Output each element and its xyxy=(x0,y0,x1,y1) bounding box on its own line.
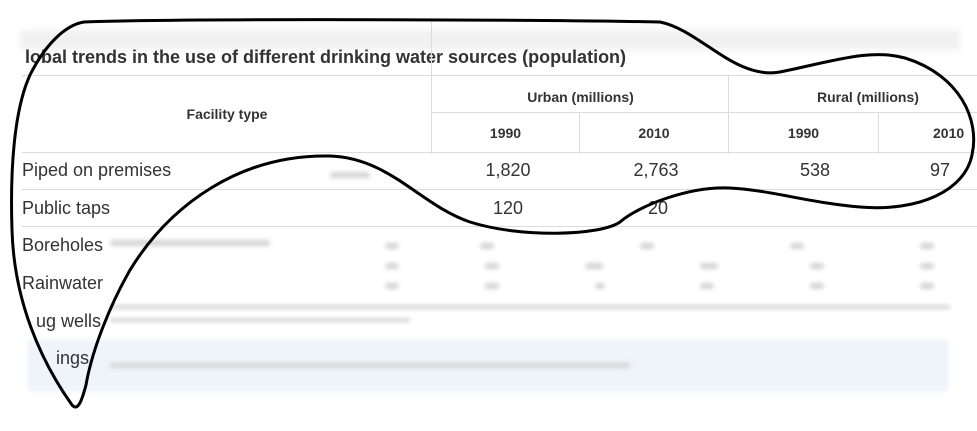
row-label-public-taps: Public taps xyxy=(22,198,111,218)
blurred-text-line xyxy=(110,305,950,309)
blurred-cell xyxy=(700,283,714,289)
blurred-cell xyxy=(585,263,603,269)
blurred-caption-line xyxy=(110,363,630,368)
blurred-cell xyxy=(385,283,399,289)
blurred-cell xyxy=(595,283,605,289)
header-bottom-rule xyxy=(22,152,977,153)
blurred-cell xyxy=(920,263,934,269)
blurred-cell xyxy=(810,263,824,269)
row-label-piped: Piped on premises xyxy=(22,160,172,180)
row-rule xyxy=(22,226,977,227)
col-rule xyxy=(728,75,729,154)
blurred-cell xyxy=(920,283,934,289)
blurred-text-line xyxy=(110,240,270,246)
year-header: 1990 xyxy=(489,125,522,141)
row-label-rainwater: Rainwater xyxy=(22,273,104,293)
blurred-cell xyxy=(485,283,499,289)
blurred-cell xyxy=(700,263,718,269)
cell-piped-urban-1990: 1,820 xyxy=(485,160,531,180)
cell-taps-urban-1990: 120 xyxy=(492,198,524,218)
blurred-cell xyxy=(790,243,804,249)
year-header: 1990 xyxy=(787,125,820,141)
blurred-text-line xyxy=(330,172,370,178)
blurred-cell xyxy=(385,243,399,249)
blurred-cell xyxy=(385,263,399,269)
row-rule xyxy=(22,189,977,190)
year-header: 2010 xyxy=(638,125,670,141)
urban-group-header: Urban (millions) xyxy=(527,89,634,105)
table-title: lobal trends in the use of different dri… xyxy=(25,47,627,67)
year-header: 2010 xyxy=(933,125,965,141)
cell-piped-rural-1990: 538 xyxy=(799,160,831,180)
rural-group-header: Rural (millions) xyxy=(817,89,919,105)
row-label-boreholes: Boreholes xyxy=(22,235,104,255)
row-label-springs: ings xyxy=(56,348,90,368)
blurred-cell xyxy=(480,243,494,249)
blurred-cell xyxy=(920,243,934,249)
row-label-dug-wells: ug wells xyxy=(36,311,102,331)
blurred-cell xyxy=(485,263,499,269)
cell-taps-urban-2010: 20 xyxy=(648,198,669,218)
group-header-rule xyxy=(432,112,977,113)
blurred-cell xyxy=(810,283,824,289)
cell-piped-rural-2010: 97 xyxy=(930,160,951,180)
facility-type-header: Facility type xyxy=(186,106,268,122)
cell-piped-urban-2010: 2,763 xyxy=(633,160,679,180)
blurred-cell xyxy=(640,243,654,249)
blurred-text-line xyxy=(110,318,410,322)
header-top-rule xyxy=(22,75,977,76)
